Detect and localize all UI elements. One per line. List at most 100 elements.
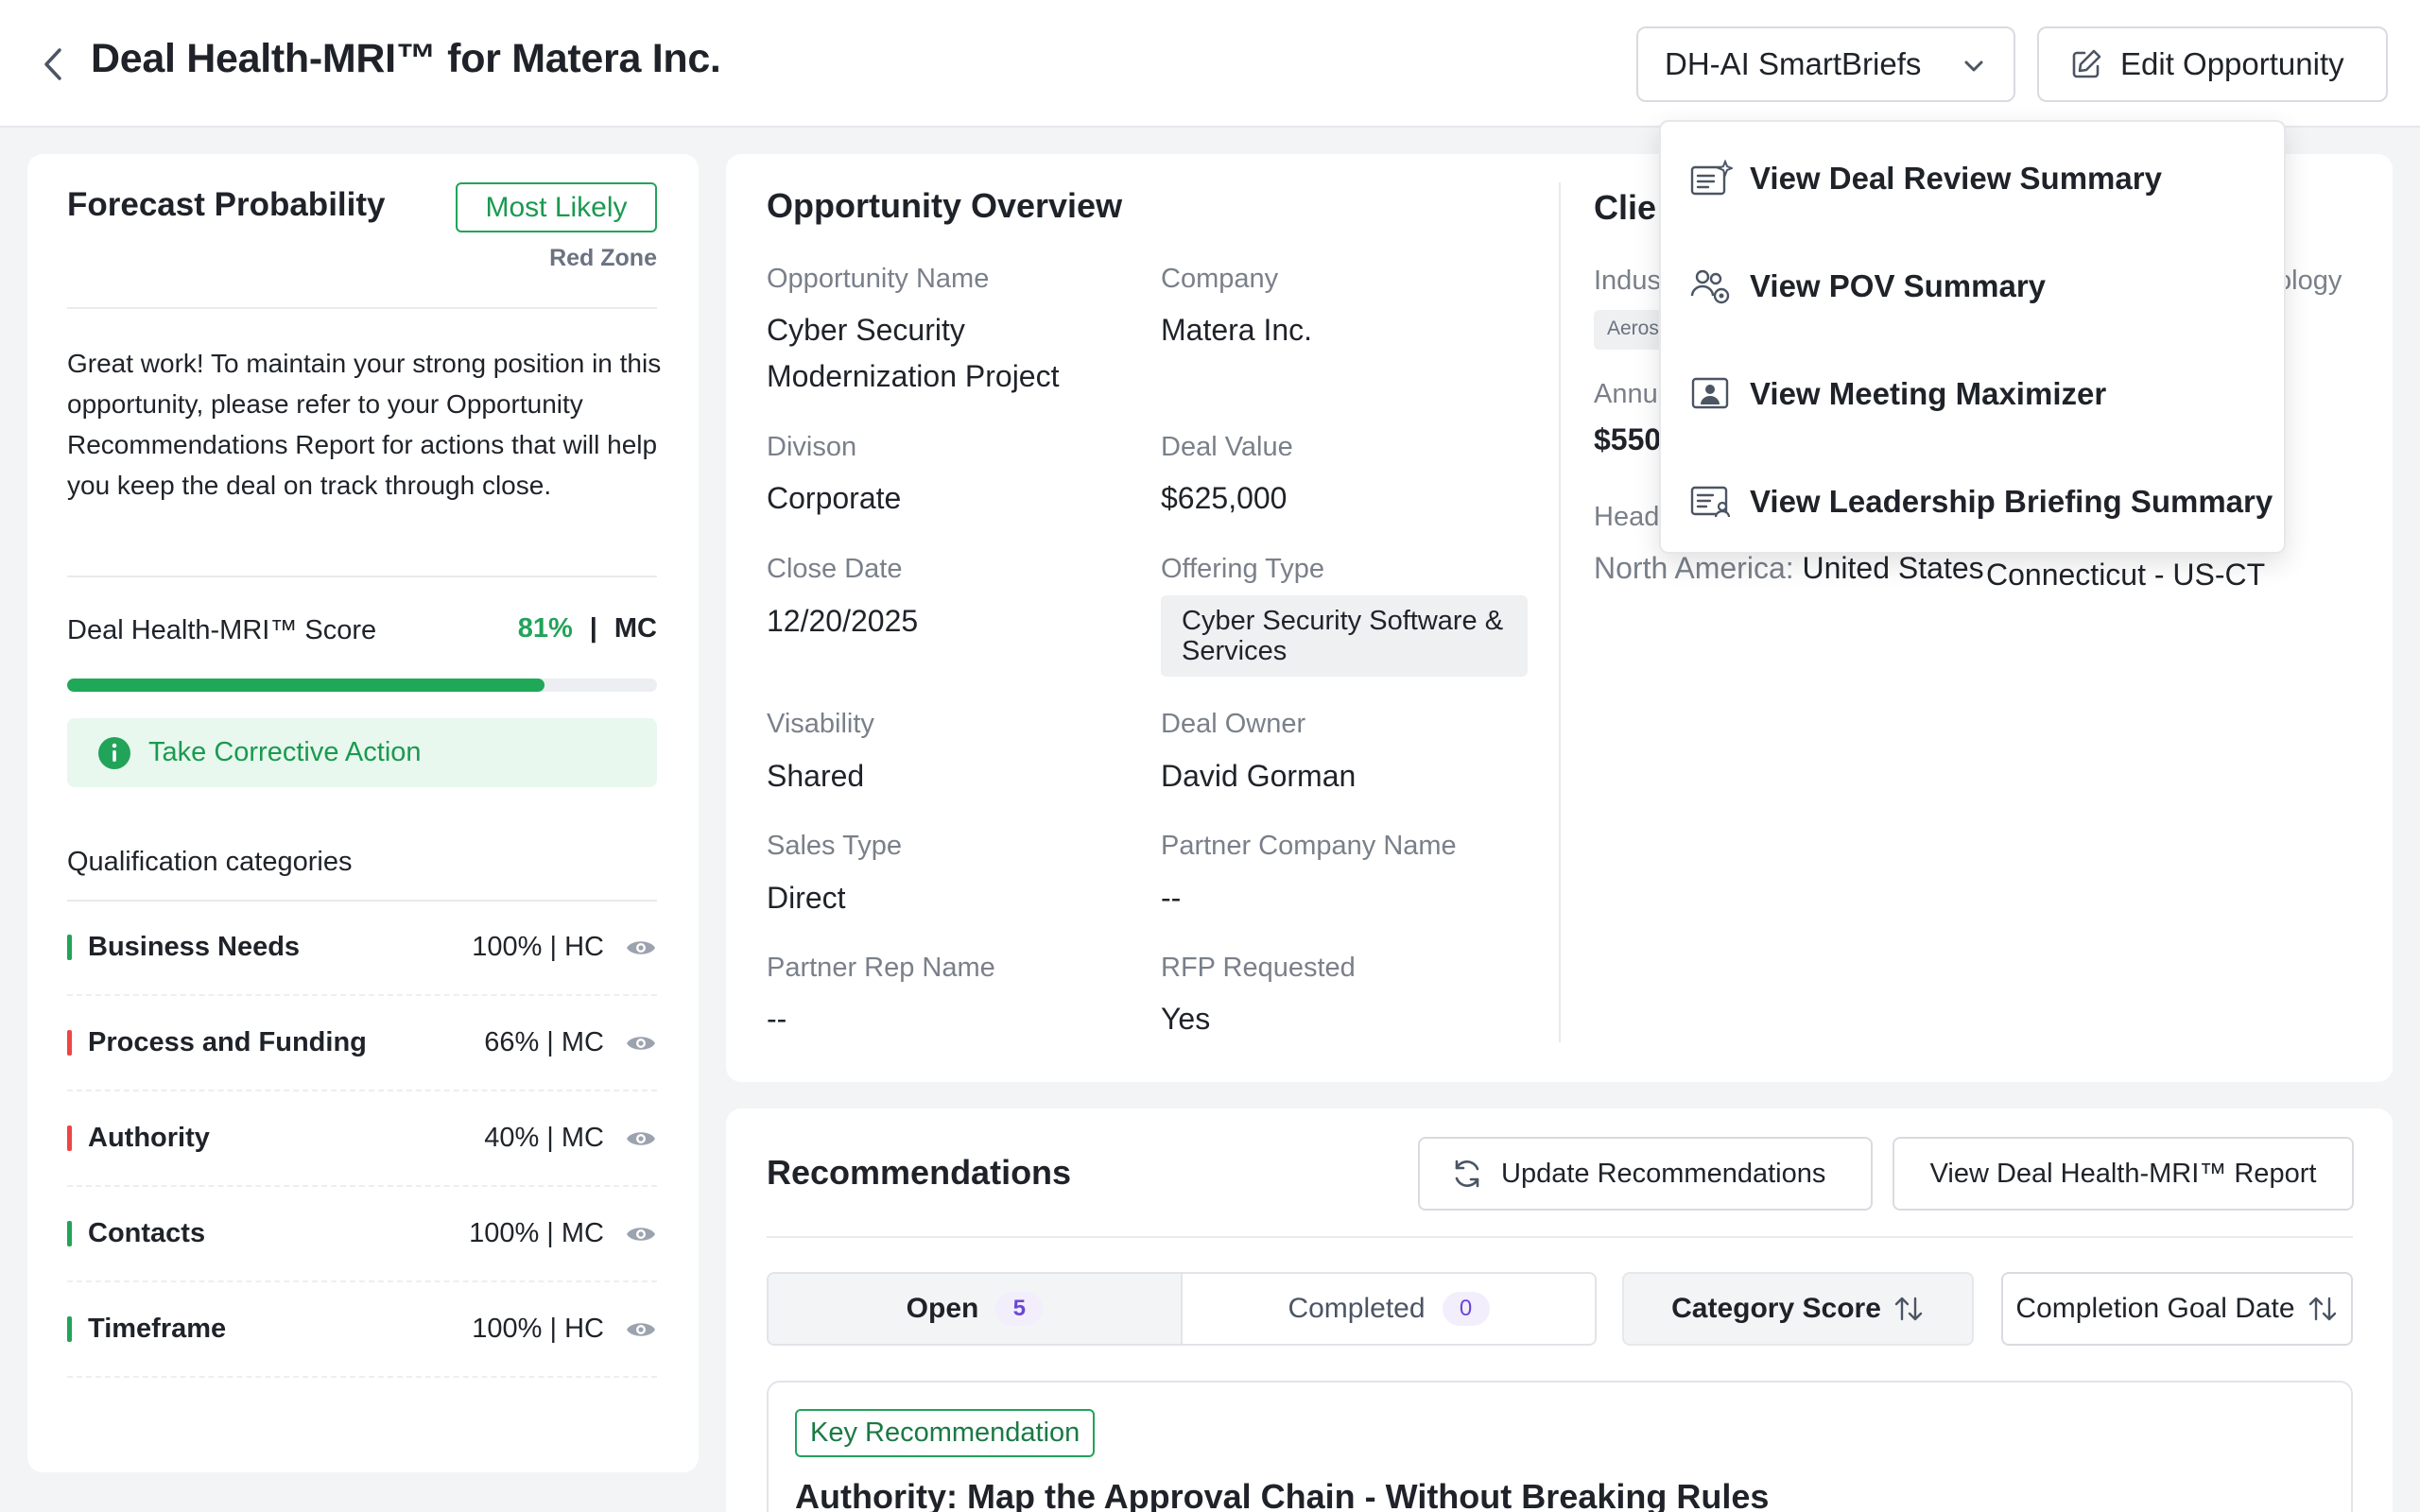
- opportunity-name-value: Cyber Security Modernization Project: [767, 313, 1060, 393]
- page-header: Deal Health-MRI™ for Matera Inc. DH-AI S…: [0, 0, 2420, 128]
- chevron-down-icon: [1964, 60, 1983, 72]
- score-progress-fill: [67, 679, 545, 692]
- divider: [767, 1236, 2353, 1238]
- close-date-value: 12/20/2025: [767, 604, 919, 638]
- tab-completed[interactable]: Completed 0: [1183, 1274, 1595, 1344]
- recommendation-tabs: Open 5 Completed 0: [767, 1272, 1597, 1346]
- eye-icon[interactable]: [625, 1033, 657, 1054]
- score-progress-bar: [67, 679, 657, 692]
- recommendations-title: Recommendations: [767, 1153, 1072, 1192]
- status-indicator: [67, 1125, 72, 1151]
- category-score: 40% | MC: [484, 1123, 604, 1153]
- menu-item-deal-review-summary[interactable]: View Deal Review Summary: [1689, 150, 2162, 207]
- menu-item-pov-summary[interactable]: View POV Summary: [1689, 258, 2046, 315]
- division-value: Corporate: [767, 481, 902, 515]
- sort-arrows-icon: [2308, 1297, 2336, 1321]
- category-name: Timeframe: [88, 1314, 227, 1344]
- view-report-button[interactable]: View Deal Health-MRI™ Report: [1893, 1137, 2354, 1211]
- company-label: Company: [1161, 264, 1279, 294]
- hq-region-label: North America:: [1594, 551, 1794, 585]
- rfp-value: Yes: [1161, 1002, 1211, 1036]
- forecast-message: Great work! To maintain your strong posi…: [67, 349, 662, 500]
- qualification-row: Process and Funding 66% | MC: [67, 996, 657, 1091]
- page-title: Deal Health-MRI™ for Matera Inc.: [91, 36, 721, 81]
- sales-type-label: Sales Type: [767, 831, 902, 861]
- key-recommendation-badge: Key Recommendation: [795, 1409, 1096, 1457]
- status-indicator: [67, 1030, 72, 1056]
- annual-revenue-value: $550: [1594, 422, 1662, 456]
- edit-opportunity-label: Edit Opportunity: [2120, 46, 2344, 81]
- menu-item-meeting-maximizer[interactable]: View Meeting Maximizer: [1689, 366, 2106, 422]
- partner-company-value: --: [1161, 881, 1182, 915]
- qualification-row: Contacts 100% | MC: [67, 1187, 657, 1282]
- category-score: 100% | HC: [472, 932, 604, 962]
- menu-item-label: View POV Summary: [1750, 268, 2047, 303]
- score-label: Deal Health-MRI™ Score: [67, 615, 377, 645]
- back-button[interactable]: [34, 45, 72, 83]
- smartbriefs-dropdown-button[interactable]: DH-AI SmartBriefs: [1636, 26, 2015, 102]
- sparkle-document-icon: [1690, 160, 1733, 196]
- industry-chip: Aeros: [1594, 310, 1669, 350]
- sort-date-label: Completion Goal Date: [2015, 1293, 2295, 1324]
- eye-icon[interactable]: [625, 937, 657, 958]
- tab-open-count: 5: [995, 1292, 1044, 1326]
- offering-type-label: Offering Type: [1161, 554, 1325, 584]
- menu-item-leadership-briefing[interactable]: View Leadership Briefing Summary: [1689, 473, 2273, 530]
- status-indicator: [67, 935, 72, 960]
- smartbriefs-menu: View Deal Review Summary View POV Summar…: [1659, 120, 2286, 554]
- divider: [67, 307, 657, 309]
- opportunity-name-label: Opportunity Name: [767, 264, 990, 294]
- headquarters-label: Head: [1594, 502, 1660, 532]
- key-recommendation-title: Authority: Map the Approval Chain - With…: [795, 1477, 1770, 1512]
- smartbriefs-label: DH-AI SmartBriefs: [1665, 46, 1922, 81]
- forecast-zone: Red Zone: [549, 245, 657, 271]
- tab-completed-count: 0: [1442, 1292, 1490, 1326]
- category-name: Business Needs: [88, 932, 301, 962]
- forecast-probability-card: Forecast Probability Most Likely Red Zon…: [27, 154, 699, 1472]
- category-score: 100% | HC: [472, 1314, 604, 1344]
- eye-icon[interactable]: [625, 1319, 657, 1340]
- company-value: Matera Inc.: [1161, 313, 1313, 347]
- status-indicator: [67, 1221, 72, 1246]
- partner-company-label: Partner Company Name: [1161, 831, 1457, 861]
- category-score: 100% | MC: [469, 1218, 604, 1248]
- edit-opportunity-button[interactable]: Edit Opportunity: [2037, 26, 2388, 102]
- chevron-left-icon: [44, 48, 61, 80]
- sort-arrows-icon: [1894, 1297, 1923, 1321]
- visibility-label: Visability: [767, 709, 874, 739]
- category-name: Contacts: [88, 1218, 206, 1248]
- take-corrective-action-button[interactable]: Take Corrective Action: [67, 718, 657, 787]
- category-name: Process and Funding: [88, 1027, 367, 1057]
- sort-category-score-button[interactable]: Category Score: [1622, 1272, 1974, 1346]
- annual-revenue-label: Annu: [1594, 379, 1658, 409]
- refresh-icon: [1455, 1160, 1479, 1188]
- division-label: Divison: [767, 432, 857, 462]
- tab-open[interactable]: Open 5: [769, 1274, 1183, 1344]
- rfp-label: RFP Requested: [1161, 953, 1356, 983]
- score-percent: 81%: [517, 613, 573, 644]
- deal-owner-label: Deal Owner: [1161, 709, 1306, 739]
- menu-item-label: View Meeting Maximizer: [1750, 376, 2107, 411]
- qualification-title: Qualification categories: [67, 847, 353, 877]
- sort-completion-date-button[interactable]: Completion Goal Date: [2001, 1272, 2353, 1346]
- update-recommendations-button[interactable]: Update Recommendations: [1418, 1137, 1873, 1211]
- forecast-badge: Most Likely: [456, 182, 657, 232]
- headquarters-value: North America: United States: [1594, 545, 1991, 592]
- qualification-row: Timeframe 100% | HC: [67, 1282, 657, 1378]
- offering-type-tag: Cyber Security Software & Services: [1161, 595, 1528, 677]
- divider: [67, 900, 657, 902]
- eye-icon[interactable]: [625, 1224, 657, 1245]
- update-recommendations-label: Update Recommendations: [1501, 1158, 1826, 1189]
- qualification-list: Business Needs 100% | HC Process and Fundi…: [67, 901, 657, 1378]
- qualification-row: Authority 40% | MC: [67, 1091, 657, 1187]
- partner-rep-value: --: [767, 1002, 787, 1036]
- partner-rep-label: Partner Rep Name: [767, 953, 995, 983]
- score-separator: |: [589, 613, 597, 644]
- eye-icon[interactable]: [625, 1128, 657, 1149]
- divider: [67, 576, 657, 577]
- deal-value-label: Deal Value: [1161, 432, 1293, 462]
- category-name: Authority: [88, 1123, 210, 1153]
- key-recommendation-card[interactable]: Key Recommendation Authority: Map the Ap…: [767, 1381, 2353, 1512]
- menu-item-label: View Deal Review Summary: [1750, 161, 2162, 196]
- column-divider: [1559, 182, 1561, 1042]
